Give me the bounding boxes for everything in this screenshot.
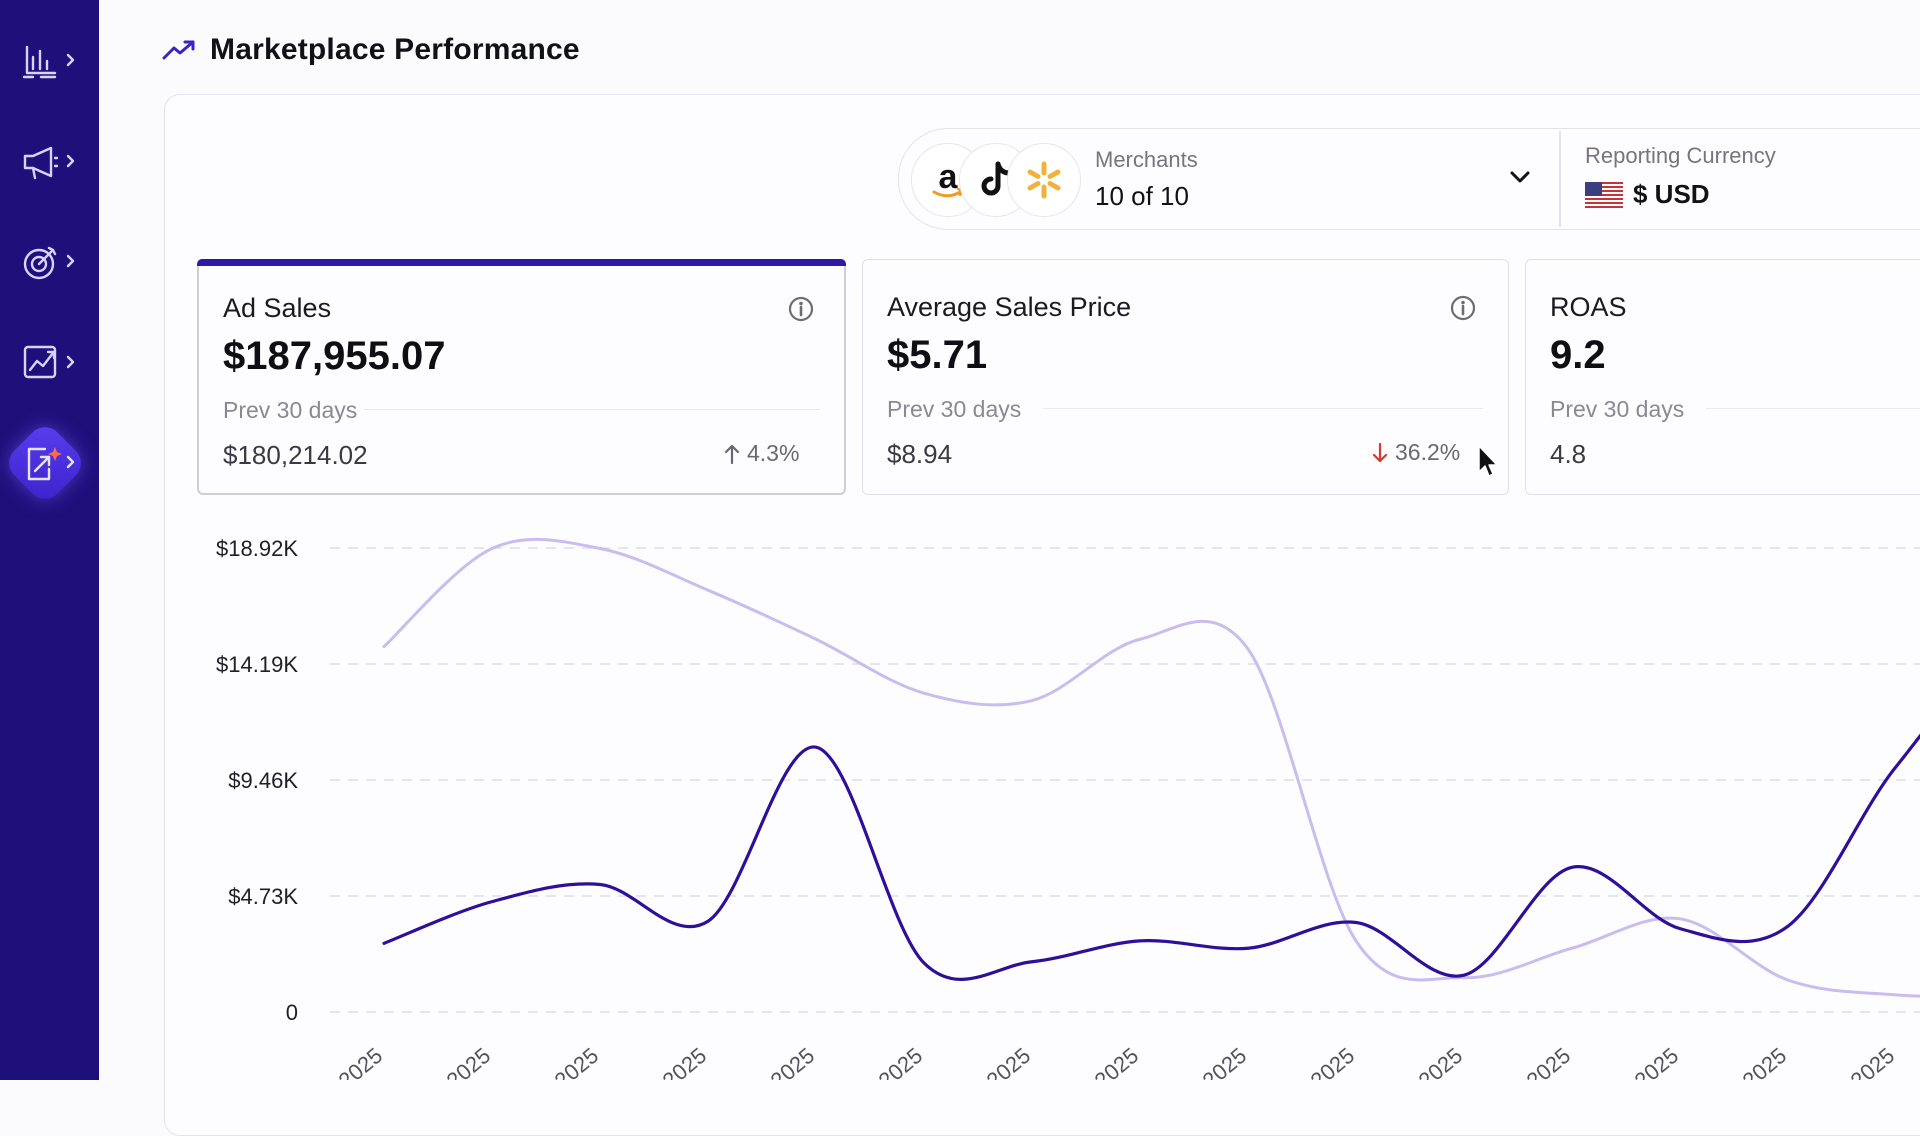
selected-accent-bar [197, 259, 846, 266]
kpi-change-value: 4.3% [747, 440, 800, 466]
analytics-chart-icon [23, 345, 74, 379]
divider [1706, 408, 1920, 409]
kpi-title: Average Sales Price [887, 292, 1132, 322]
kpi-change: 4.3% [723, 440, 799, 467]
currency-label: Reporting Currency [1585, 143, 1776, 168]
arrow-up-icon [724, 444, 740, 464]
kpi-change-value: 36.2% [1395, 439, 1461, 465]
megaphone-icon [23, 146, 74, 180]
kpi-value: 9.2 [1550, 333, 1606, 377]
kpi-prev-label: Prev 30 days [1550, 396, 1685, 422]
kpi-change: 36.2% [1371, 439, 1460, 466]
merchants-value: 10 of 10 [1095, 181, 1189, 211]
kpi-title: ROAS [1550, 292, 1627, 322]
merchants-label: Merchants [1095, 147, 1198, 172]
info-icon[interactable] [1449, 294, 1477, 322]
kpi-card-average-sales-price[interactable]: Average Sales Price $5.71 Prev 30 days $… [862, 259, 1509, 495]
divider [364, 409, 820, 410]
target-icon [23, 246, 74, 280]
kpi-prev-label: Prev 30 days [887, 396, 1022, 422]
currency-value: $ USD [1633, 179, 1710, 209]
mouse-cursor-icon [1478, 445, 1498, 477]
merchants-selector[interactable]: Merchants 10 of 10 [1095, 147, 1198, 212]
kpi-prev-value: 4.8 [1550, 439, 1587, 469]
kpi-value: $187,955.07 [223, 334, 446, 378]
performance-panel [164, 94, 1920, 1136]
filter-divider [1559, 131, 1561, 227]
sidebar-item-campaigns[interactable] [0, 126, 99, 198]
sidebar-item-reports[interactable] [0, 25, 99, 97]
walmart-logo [1007, 143, 1081, 217]
sidebar-item-export[interactable] [0, 427, 99, 499]
currency-selector[interactable]: Reporting Currency $ USD [1585, 143, 1776, 210]
sidebar-item-analytics[interactable] [0, 327, 99, 399]
kpi-title: Ad Sales [223, 293, 332, 323]
reports-chart-icon [22, 45, 74, 79]
svg-text:a: a [939, 158, 959, 196]
divider [1043, 408, 1483, 409]
kpi-card-ad-sales[interactable]: Ad Sales $187,955.07 Prev 30 days $180,2… [197, 259, 846, 495]
merchant-logos: a [911, 139, 1111, 219]
info-icon[interactable] [787, 295, 815, 323]
sidebar [0, 0, 99, 1080]
sidebar-item-targeting[interactable] [0, 226, 99, 298]
page-header: Marketplace Performance [162, 30, 580, 70]
kpi-prev-value: $8.94 [887, 439, 953, 469]
chevron-down-icon[interactable] [1507, 167, 1533, 187]
export-sparkle-icon [27, 447, 74, 481]
kpi-prev-label: Prev 30 days [223, 397, 358, 423]
kpi-prev-value: $180,214.02 [223, 440, 368, 470]
kpi-card-roas[interactable]: ROAS 9.2 Prev 30 days 4.8 [1525, 259, 1920, 495]
filter-bar: a Merchants 10 of 10 [898, 128, 1920, 230]
trend-up-icon [162, 40, 195, 60]
arrow-down-icon [1372, 442, 1388, 462]
kpi-value: $5.71 [887, 333, 988, 377]
us-flag-icon [1585, 181, 1623, 208]
page-title: Marketplace Performance [210, 33, 580, 66]
